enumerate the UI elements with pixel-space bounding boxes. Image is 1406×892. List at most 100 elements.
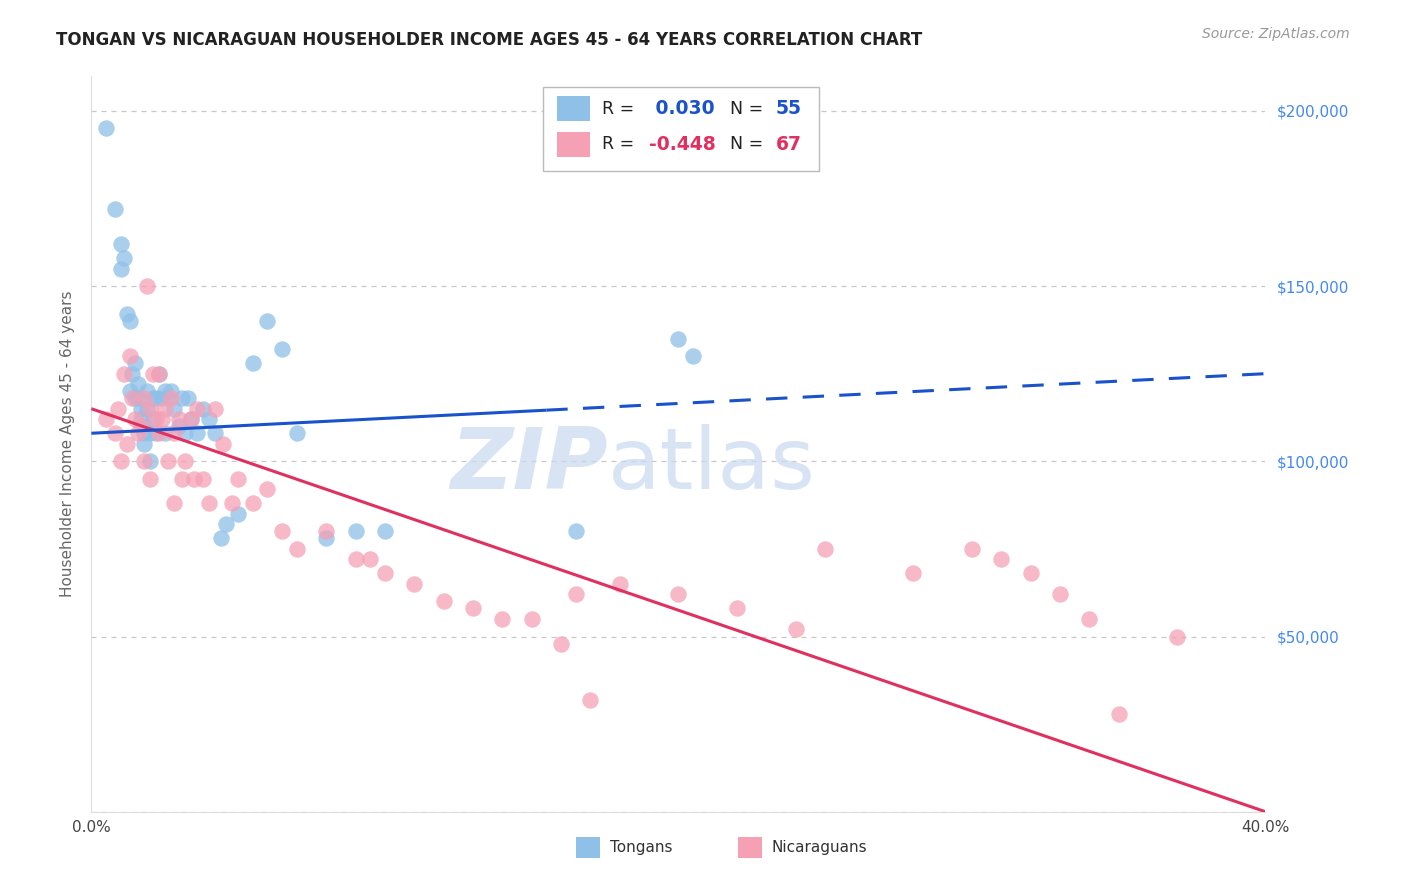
Point	[256, 314, 278, 328]
Point	[94, 412, 117, 426]
Point	[186, 426, 208, 441]
Point	[118, 384, 141, 399]
Point	[169, 419, 191, 434]
Point	[150, 412, 173, 426]
Point	[579, 692, 602, 706]
Point	[191, 472, 214, 486]
Point	[162, 426, 184, 441]
Text: Nicaraguans: Nicaraguans	[772, 840, 868, 855]
Point	[172, 472, 194, 486]
Point	[156, 391, 179, 405]
Point	[564, 524, 586, 539]
Point	[127, 426, 149, 441]
Point	[148, 426, 170, 441]
Point	[226, 472, 249, 486]
Point	[110, 237, 132, 252]
FancyBboxPatch shape	[738, 837, 762, 858]
Point	[197, 496, 219, 510]
Text: 0.030: 0.030	[650, 99, 714, 119]
Point	[1166, 630, 1188, 644]
Point	[183, 472, 205, 486]
Point	[564, 587, 586, 601]
Point	[121, 367, 143, 381]
Point	[221, 496, 243, 510]
Point	[139, 401, 162, 416]
Point	[104, 426, 127, 441]
Point	[1108, 706, 1130, 721]
Point	[666, 587, 689, 601]
Point	[491, 612, 513, 626]
Point	[461, 601, 484, 615]
Point	[112, 367, 135, 381]
Point	[180, 412, 202, 426]
Point	[153, 401, 176, 416]
Point	[1019, 566, 1042, 581]
Point	[271, 524, 294, 539]
Text: -0.448: -0.448	[650, 135, 716, 153]
Point	[115, 307, 138, 321]
Point	[136, 384, 159, 399]
Point	[121, 391, 143, 405]
Point	[242, 356, 264, 370]
Point	[139, 472, 162, 486]
Point	[315, 524, 337, 539]
Point	[115, 436, 138, 450]
Point	[186, 401, 208, 416]
Text: ZIP: ZIP	[450, 425, 607, 508]
Point	[129, 401, 152, 416]
Point	[134, 419, 156, 434]
Point	[682, 349, 704, 363]
Point	[142, 412, 165, 426]
Text: R =: R =	[602, 136, 640, 153]
Text: Tongans: Tongans	[610, 840, 672, 855]
Point	[134, 426, 156, 441]
Point	[136, 279, 159, 293]
Point	[145, 426, 167, 441]
Point	[174, 426, 197, 441]
Point	[666, 332, 689, 346]
Point	[315, 532, 337, 546]
FancyBboxPatch shape	[557, 96, 591, 121]
Point	[204, 426, 226, 441]
Point	[814, 541, 837, 556]
Point	[520, 612, 543, 626]
Point	[150, 391, 173, 405]
Point	[118, 314, 141, 328]
Point	[404, 577, 426, 591]
Point	[174, 454, 197, 468]
Point	[359, 552, 381, 566]
Point	[127, 391, 149, 405]
Point	[134, 454, 156, 468]
Text: 55: 55	[776, 99, 801, 119]
Point	[124, 391, 146, 405]
Text: N =: N =	[720, 136, 769, 153]
Point	[172, 391, 194, 405]
Point	[159, 391, 181, 405]
Point	[785, 623, 807, 637]
Point	[609, 577, 631, 591]
FancyBboxPatch shape	[576, 837, 600, 858]
Y-axis label: Householder Income Ages 45 - 64 years: Householder Income Ages 45 - 64 years	[59, 291, 75, 597]
Point	[180, 412, 202, 426]
Point	[344, 524, 367, 539]
Point	[271, 342, 294, 356]
Point	[142, 391, 165, 405]
Point	[94, 121, 117, 136]
Point	[550, 636, 572, 650]
Point	[142, 367, 165, 381]
Point	[110, 454, 132, 468]
Point	[725, 601, 748, 615]
Point	[215, 517, 238, 532]
Point	[156, 454, 179, 468]
Point	[374, 566, 396, 581]
Point	[145, 391, 167, 405]
Point	[226, 507, 249, 521]
Text: N =: N =	[720, 100, 769, 118]
Point	[159, 384, 181, 399]
Text: TONGAN VS NICARAGUAN HOUSEHOLDER INCOME AGES 45 - 64 YEARS CORRELATION CHART: TONGAN VS NICARAGUAN HOUSEHOLDER INCOME …	[56, 31, 922, 49]
Point	[104, 202, 127, 216]
Point	[124, 356, 146, 370]
Point	[162, 496, 184, 510]
Point	[212, 436, 235, 450]
Point	[139, 454, 162, 468]
